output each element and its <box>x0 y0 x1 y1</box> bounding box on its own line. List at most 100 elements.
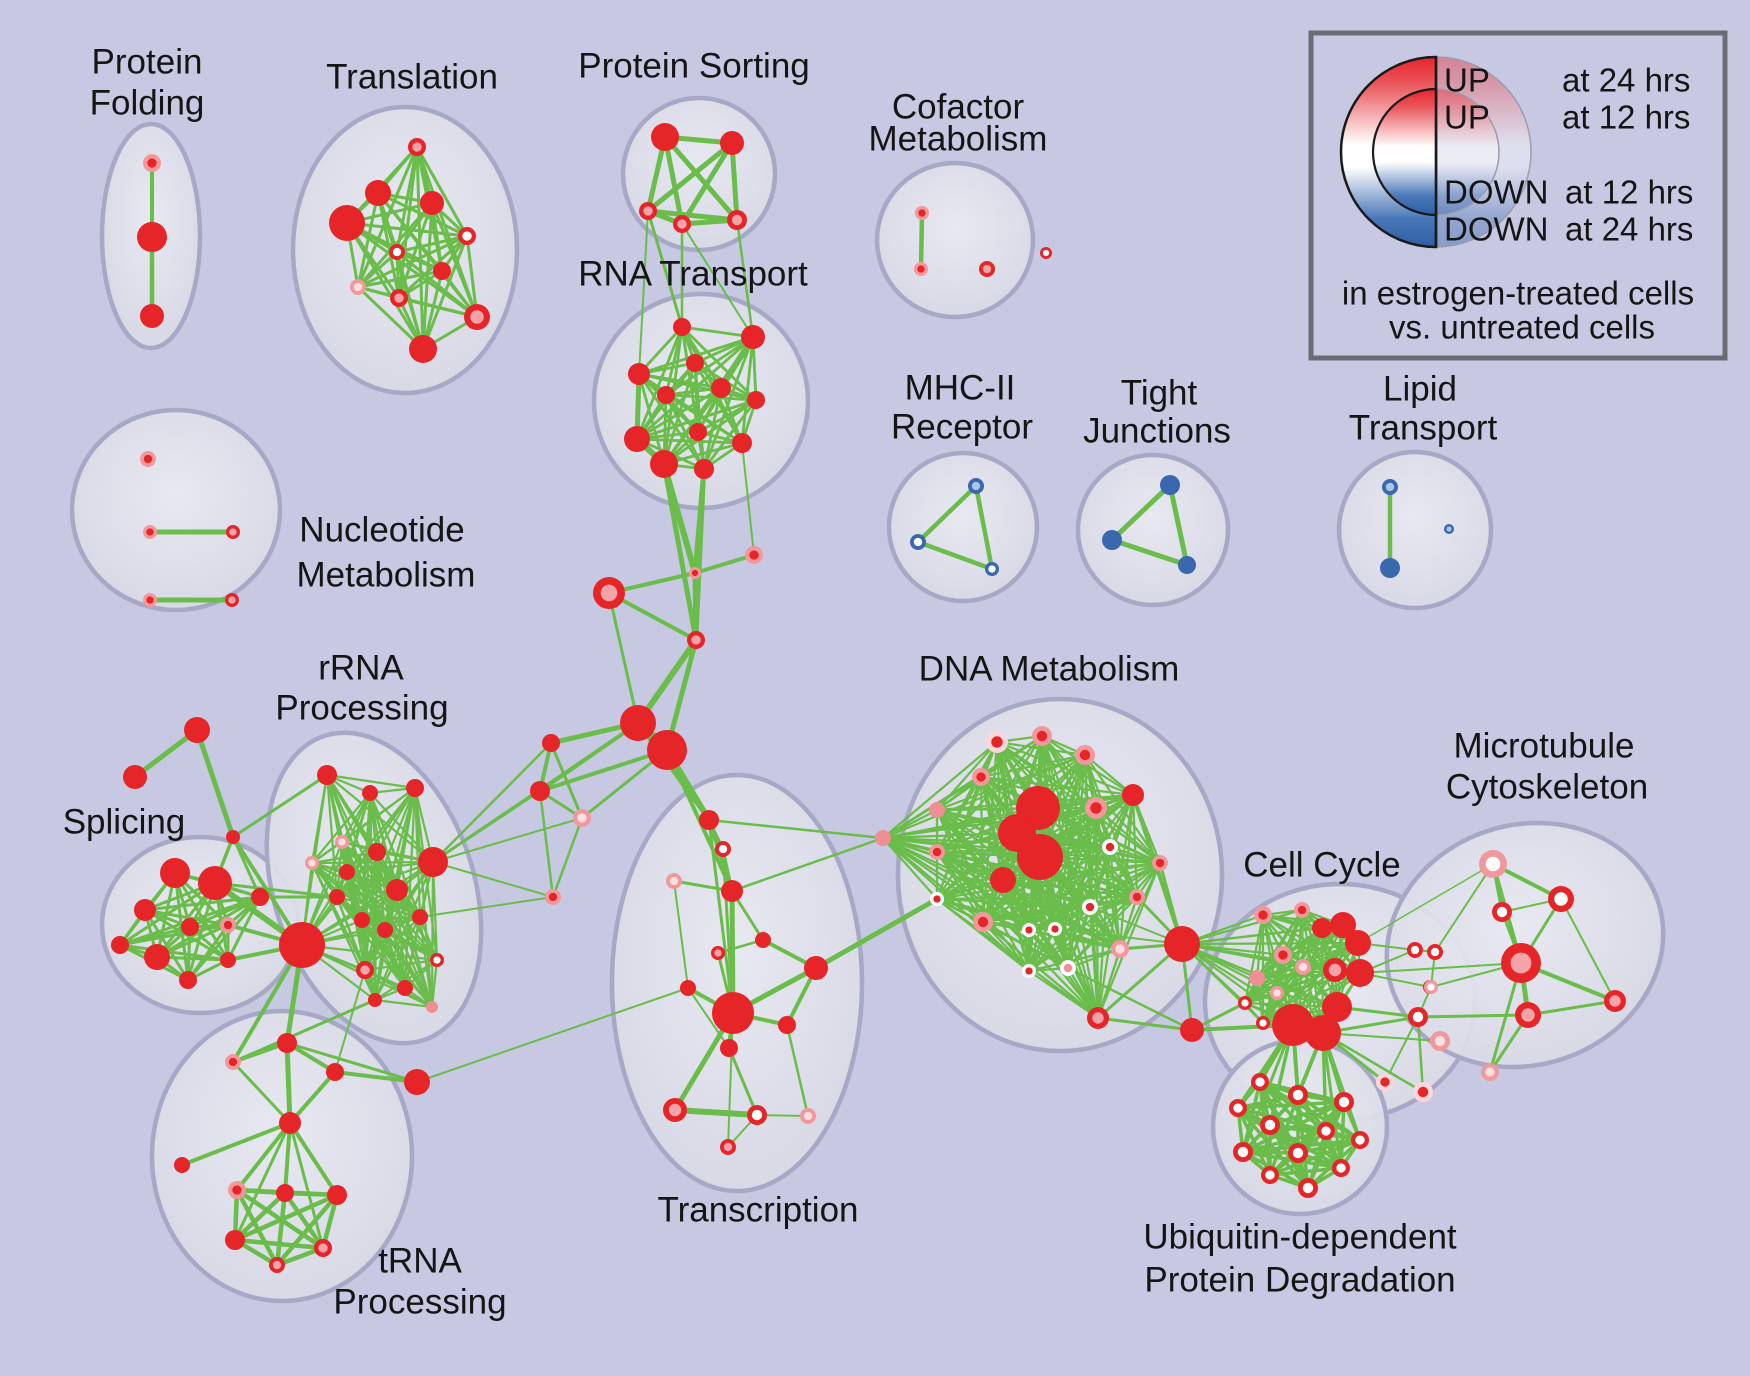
node-dm10 <box>990 867 1016 893</box>
edge <box>729 140 740 223</box>
node-tj3 <box>1178 556 1196 574</box>
edge <box>915 483 979 545</box>
node-core-tr10 <box>318 1243 328 1253</box>
node-tx4 <box>721 880 743 902</box>
node-tr7 <box>276 1184 294 1202</box>
node-core-dm22 <box>1025 967 1033 975</box>
node-rt6 <box>657 386 675 404</box>
edge <box>194 727 236 840</box>
node-core-ch3 <box>600 584 618 602</box>
node-tx10 <box>778 1016 796 1034</box>
node-core-ps3 <box>643 206 653 216</box>
node-core-tx12 <box>668 1103 682 1117</box>
edge <box>363 958 439 972</box>
node-core-mt2 <box>1554 892 1568 906</box>
node-rt2 <box>741 325 765 349</box>
edge <box>727 1012 734 1148</box>
edge <box>881 836 1092 909</box>
node-rt12 <box>694 459 714 479</box>
node-sp5 <box>181 918 199 936</box>
node-tx8 <box>804 956 828 980</box>
edge <box>664 335 755 397</box>
cluster-label: Protein Degradation <box>1144 1261 1455 1300</box>
cluster-label: Folding <box>90 84 205 123</box>
node-core-nm1 <box>143 454 153 464</box>
node-core-ub12 <box>1302 1182 1314 1194</box>
legend-gradient-circle <box>1435 88 1500 216</box>
edge <box>1088 861 1162 909</box>
edge <box>1027 969 1100 1020</box>
cluster-ellipse-tight-junctions <box>1075 452 1231 608</box>
node-core-ch2 <box>749 550 759 560</box>
node-core-tr6 <box>232 1185 242 1195</box>
edge <box>1416 1015 1425 1094</box>
node-core-dm18 <box>1025 926 1033 934</box>
node-core-dm20 <box>1085 902 1095 912</box>
edge <box>549 741 584 820</box>
edge <box>325 773 417 790</box>
nodes-layer <box>111 123 1626 1273</box>
edge <box>356 234 469 289</box>
node-rr6 <box>368 843 386 861</box>
edge <box>432 817 583 863</box>
edge <box>373 958 439 1002</box>
node-rt4 <box>686 354 704 372</box>
node-dm5 <box>929 802 945 818</box>
edge <box>702 335 755 471</box>
edge <box>645 208 740 223</box>
node-core-rr14 <box>360 965 370 975</box>
edge <box>679 140 735 227</box>
edge <box>1096 861 1162 1020</box>
edge <box>661 461 699 643</box>
cluster-label: Lipid <box>1383 370 1457 409</box>
edge <box>1268 1166 1343 1177</box>
edge <box>881 808 939 840</box>
edge <box>635 398 758 441</box>
node-tr4 <box>279 1112 301 1134</box>
node-core-dm13 <box>1105 842 1115 852</box>
node-core-mt3 <box>1496 906 1508 918</box>
node-core-ub8 <box>1237 1146 1249 1158</box>
edge <box>283 1121 292 1195</box>
edge <box>735 218 755 339</box>
cluster-ellipse-lipid-transport <box>1336 449 1494 611</box>
node-core-tr11 <box>272 1260 282 1270</box>
edge <box>645 140 735 214</box>
node-rt3 <box>628 363 650 385</box>
cluster-label: Splicing <box>63 803 186 842</box>
node-core-ub5 <box>1264 1119 1276 1131</box>
node-cc16 <box>1322 992 1352 1022</box>
edge <box>785 1023 810 1118</box>
edge <box>538 789 555 899</box>
node-rt10 <box>732 433 752 453</box>
node-t3 <box>329 205 365 241</box>
cluster-label: MHC-II <box>905 369 1016 408</box>
edge <box>430 958 439 1009</box>
edge <box>310 861 439 962</box>
node-core-cc6 <box>1278 950 1288 960</box>
edge <box>979 775 1135 797</box>
cluster-label: RNA Transport <box>578 255 808 294</box>
edge <box>1066 905 1092 970</box>
edge <box>730 836 885 893</box>
cluster-label: Nucleotide <box>299 511 464 550</box>
node-cc10 <box>1249 970 1265 986</box>
node-tg3 <box>226 830 240 844</box>
edge <box>1054 928 1183 945</box>
node-t2 <box>365 180 391 206</box>
node-core-tr1 <box>228 1057 238 1067</box>
node-pf2 <box>137 222 167 252</box>
edge <box>662 134 685 227</box>
edge <box>740 335 755 445</box>
edge <box>607 591 640 725</box>
edge <box>233 1121 292 1242</box>
edge <box>664 393 706 471</box>
edge <box>979 753 1087 779</box>
cluster-label: tRNA <box>378 1242 462 1281</box>
node-core-t1 <box>412 142 422 152</box>
edge <box>118 943 230 962</box>
cluster-ellipse-mhc-ii-receptor <box>886 450 1040 604</box>
edge <box>881 836 1057 931</box>
edge <box>403 915 422 990</box>
node-core-dm2 <box>1036 730 1048 742</box>
